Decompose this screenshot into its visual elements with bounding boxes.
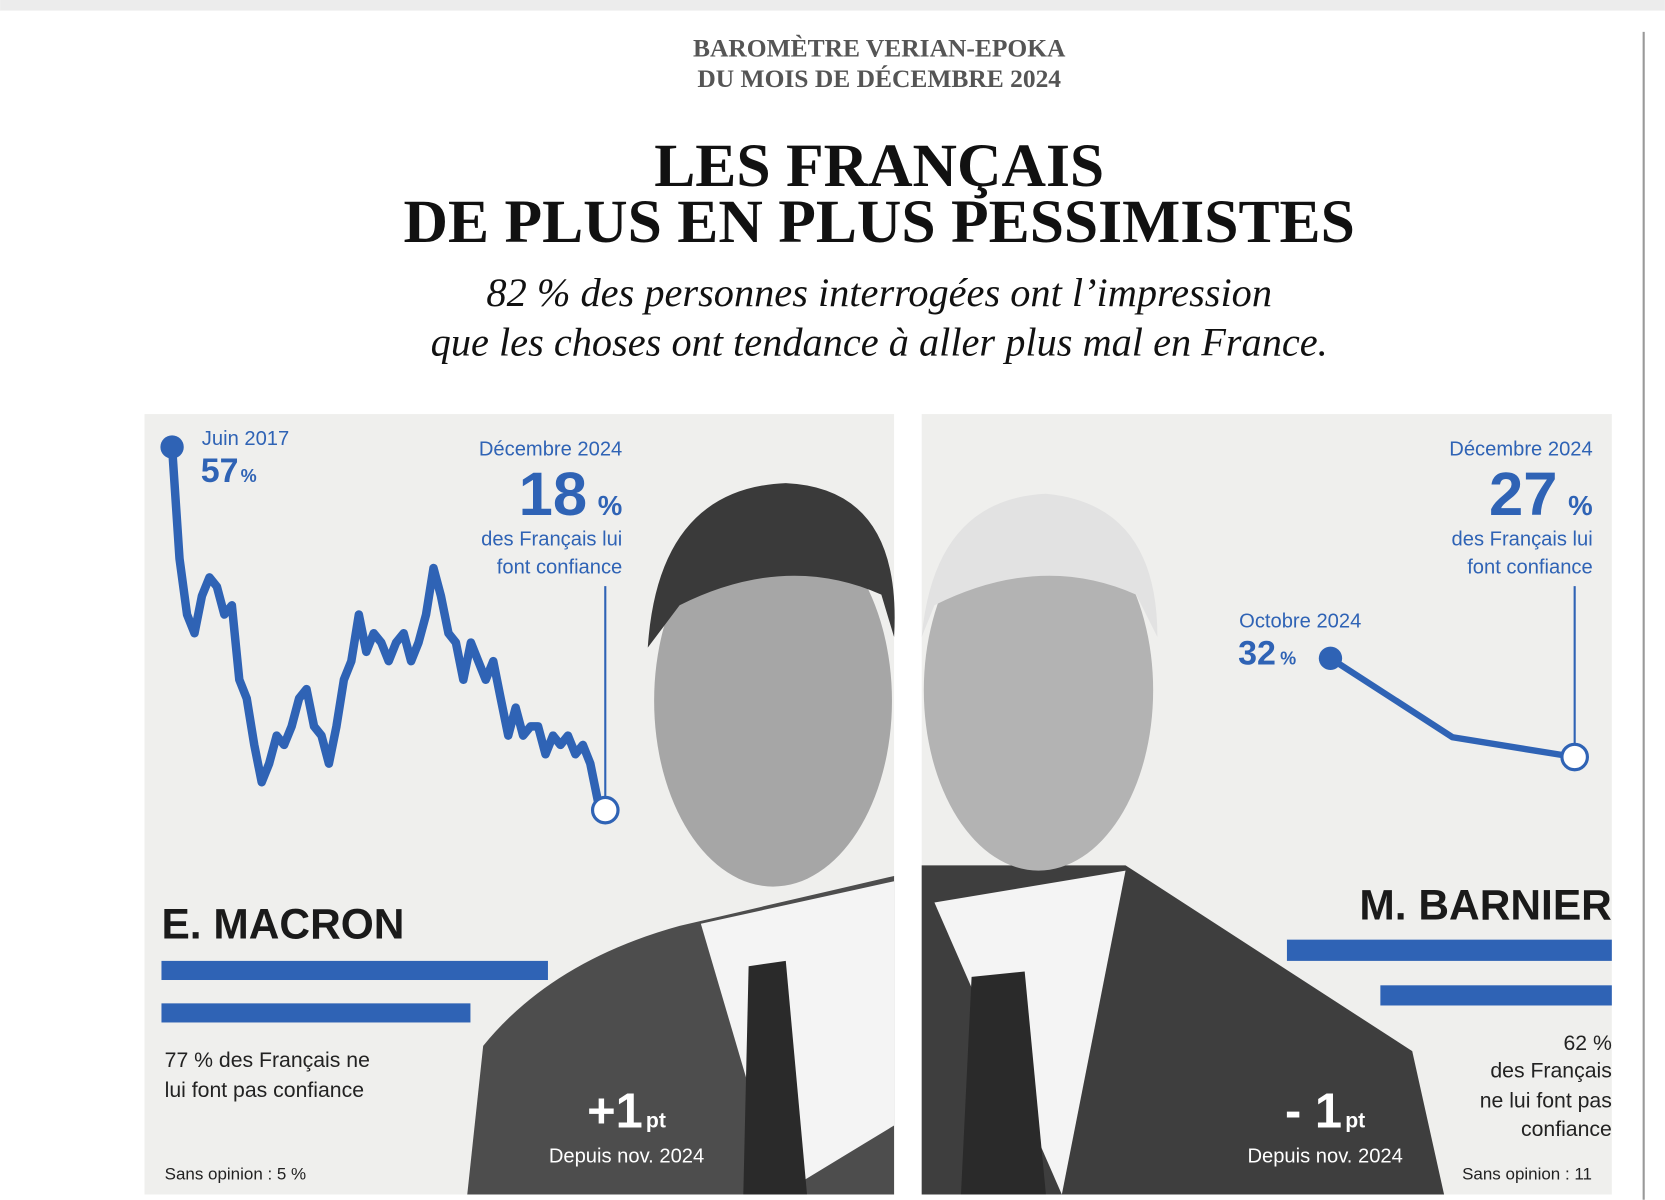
- title: LES FRANÇAIS: [654, 132, 1104, 200]
- end-marker: [590, 795, 620, 825]
- start-value: 57%: [201, 452, 257, 490]
- portrait: [921, 493, 1445, 1195]
- subtitle: 82 % des personnes interrogées ont l’imp…: [486, 270, 1272, 315]
- change-value: +1: [587, 1085, 643, 1139]
- end-label: Décembre 2024: [479, 438, 622, 460]
- change-value: - 1: [1285, 1085, 1342, 1139]
- unit: %: [241, 466, 257, 486]
- data-line: [1327, 655, 1578, 761]
- person-name: E. MACRON: [161, 901, 404, 948]
- top-strip: [0, 0, 1665, 11]
- no-opinion: Sans opinion : 5 %: [165, 1165, 307, 1184]
- change: +1 pt: [587, 1085, 666, 1139]
- trust-text: des Français lui: [1452, 529, 1593, 551]
- no-opinion: Sans opinion : 11: [1462, 1165, 1592, 1184]
- value: 57: [201, 452, 239, 490]
- distrust-text: confiance: [1521, 1118, 1612, 1141]
- decor-bar: [1286, 939, 1612, 961]
- change-note: Depuis nov. 2024: [1247, 1146, 1402, 1168]
- distrust-text: lui font pas confiance: [165, 1079, 364, 1102]
- end-value: 27%: [1489, 460, 1593, 529]
- distrust-text: des Français: [1490, 1060, 1611, 1083]
- data-line: [167, 442, 610, 815]
- trust-text: font confiance: [1467, 556, 1593, 578]
- decor-bar: [161, 1003, 471, 1023]
- decor-bar: [161, 960, 548, 981]
- distrust-text: ne lui font pas: [1480, 1089, 1612, 1112]
- start-marker: [160, 435, 184, 459]
- change-note: Depuis nov. 2024: [549, 1146, 704, 1168]
- distrust-text: 62 %: [1563, 1032, 1611, 1055]
- person-name: M. BARNIER: [1359, 881, 1611, 928]
- start-label: Octobre 2024: [1239, 610, 1361, 632]
- change-unit: pt: [1345, 1110, 1365, 1133]
- unit: %: [1568, 490, 1593, 521]
- portrait: [467, 483, 895, 1195]
- change-unit: pt: [646, 1110, 666, 1133]
- change: - 1 pt: [1285, 1085, 1365, 1139]
- trust-text: des Français lui: [481, 529, 622, 551]
- end-marker: [1560, 742, 1590, 772]
- value: 32: [1238, 635, 1276, 673]
- decor-bar: [1380, 985, 1612, 1006]
- value: 27: [1489, 460, 1558, 529]
- start-marker: [1318, 646, 1343, 670]
- distrust-text: 77 % des Français ne: [165, 1049, 370, 1072]
- trust-text: font confiance: [497, 556, 623, 578]
- kicker: DU MOIS DE DÉCEMBRE 2024: [697, 64, 1061, 93]
- end-value: 18%: [519, 460, 623, 529]
- title: DE PLUS EN PLUS PESSIMISTES: [404, 188, 1355, 256]
- value: 18: [519, 460, 588, 529]
- unit: %: [598, 490, 623, 521]
- subtitle: que les choses ont tendance à aller plus…: [431, 320, 1328, 365]
- end-label: Décembre 2024: [1449, 438, 1592, 460]
- kicker: BAROMÈTRE VERIAN-EPOKA: [693, 33, 1066, 62]
- unit: %: [1280, 649, 1296, 669]
- start-label: Juin 2017: [202, 428, 289, 450]
- start-value: 32%: [1238, 635, 1296, 673]
